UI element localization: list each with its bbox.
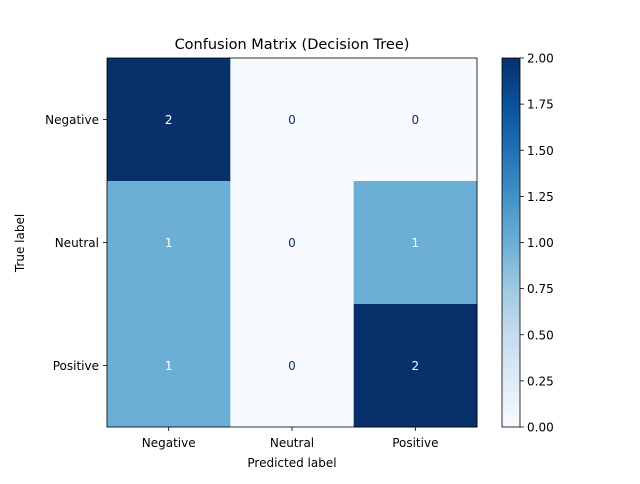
x-tick-label: Positive bbox=[392, 436, 438, 450]
x-axis-label: Predicted label bbox=[247, 456, 336, 470]
cell-value-label: 1 bbox=[412, 236, 420, 250]
colorbar-tick-label: 0.00 bbox=[527, 421, 554, 435]
heatmap-cell-labels: 2 0 0 1 0 1 1 0 2 bbox=[165, 113, 419, 373]
chart-title: Confusion Matrix (Decision Tree) bbox=[175, 37, 410, 53]
heatmap-cells bbox=[107, 58, 478, 428]
colorbar-tick-label: 0.25 bbox=[527, 374, 554, 388]
heatmap-cell bbox=[230, 58, 355, 182]
heatmap-cell bbox=[353, 181, 478, 305]
cell-value-label: 0 bbox=[412, 113, 420, 127]
cell-value-label: 1 bbox=[165, 359, 173, 373]
x-tick-label: Negative bbox=[142, 436, 196, 450]
x-tick-label: Neutral bbox=[270, 436, 314, 450]
cell-value-label: 0 bbox=[288, 113, 296, 127]
heatmap-cell bbox=[107, 304, 231, 428]
cell-value-label: 0 bbox=[288, 359, 296, 373]
y-tick-label: Neutral bbox=[55, 236, 99, 250]
cell-value-label: 2 bbox=[165, 113, 173, 127]
heatmap-cell bbox=[353, 304, 478, 428]
x-axis-ticks: Negative Neutral Positive bbox=[142, 427, 438, 450]
colorbar-ticks: 0.00 0.25 0.50 0.75 1.00 1.25 1.50 1.75 2.00 bbox=[520, 52, 554, 435]
colorbar-tick-label: 1.75 bbox=[527, 98, 554, 112]
cell-value-label: 2 bbox=[412, 359, 420, 373]
y-tick-label: Negative bbox=[45, 113, 99, 127]
y-tick-label: Positive bbox=[53, 359, 99, 373]
colorbar-tick-label: 1.50 bbox=[527, 144, 554, 158]
y-axis-ticks: Negative Neutral Positive bbox=[45, 113, 107, 373]
heatmap-cell bbox=[107, 181, 231, 305]
colorbar-tick-label: 1.00 bbox=[527, 236, 554, 250]
heatmap-cell bbox=[107, 58, 231, 182]
colorbar-tick-label: 0.75 bbox=[527, 282, 554, 296]
colorbar-tick-label: 1.25 bbox=[527, 190, 554, 204]
colorbar bbox=[501, 57, 521, 428]
cell-value-label: 1 bbox=[165, 236, 173, 250]
heatmap-cell bbox=[230, 304, 355, 428]
heatmap-cell bbox=[353, 58, 478, 182]
heatmap-cell bbox=[230, 181, 355, 305]
colorbar-tick-label: 0.50 bbox=[527, 328, 554, 342]
y-axis-label: True label bbox=[13, 214, 27, 273]
cell-value-label: 0 bbox=[288, 236, 296, 250]
colorbar-tick-label: 2.00 bbox=[527, 52, 554, 66]
